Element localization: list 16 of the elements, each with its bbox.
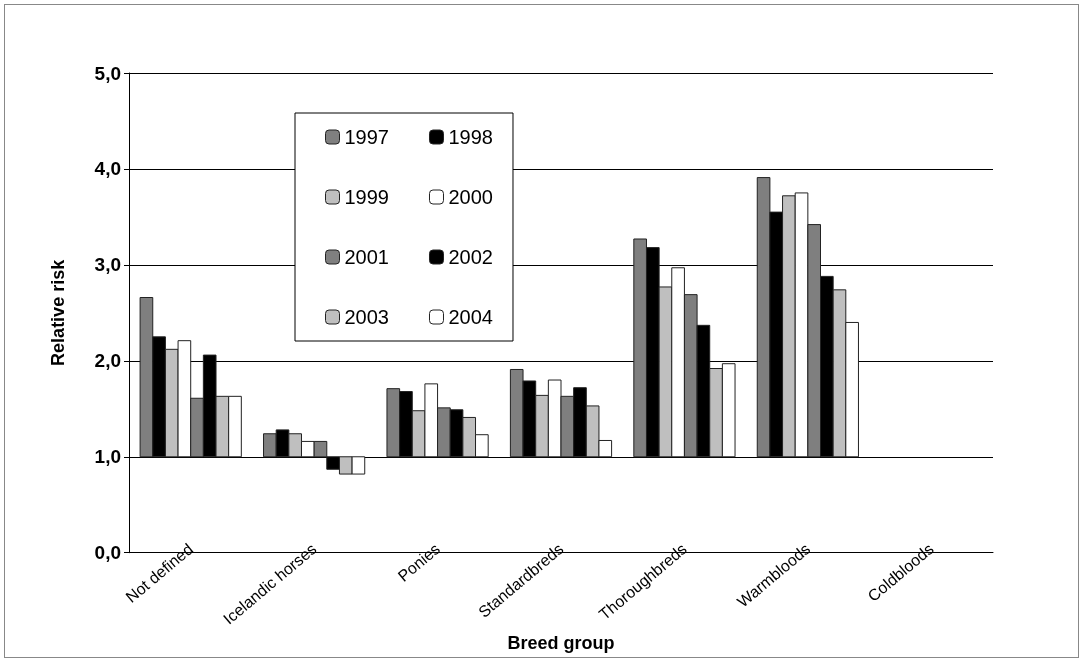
y-tick-label: 2,0: [94, 350, 121, 372]
legend-label: 1998: [448, 126, 493, 148]
legend-label: 1997: [344, 126, 389, 148]
legend-label: 2001: [344, 246, 389, 268]
y-tick-label: 4,0: [94, 158, 121, 180]
y-tick-label: 1,0: [94, 446, 121, 468]
y-axis-title: Relative risk: [48, 258, 68, 366]
legend-label: 1999: [344, 186, 389, 208]
legend-label: 2000: [448, 186, 493, 208]
legend-label: 2002: [448, 246, 493, 268]
y-tick-label: 5,0: [94, 62, 121, 84]
legend-label: 2004: [448, 306, 493, 328]
legend-label: 2003: [344, 306, 389, 328]
x-axis-title: Breed group: [507, 633, 615, 653]
y-tick-label: 0,0: [94, 542, 121, 564]
y-tick-label: 3,0: [94, 254, 121, 276]
